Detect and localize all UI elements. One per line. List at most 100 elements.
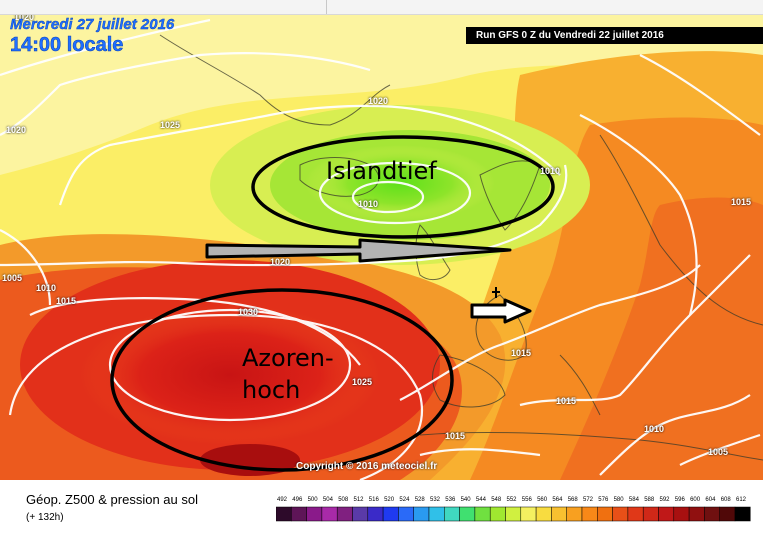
divider: [326, 0, 327, 14]
low-label: Islandtief: [326, 157, 437, 185]
isobar-label: 1010: [358, 199, 379, 209]
scale-swatch: [581, 506, 598, 522]
coast-norway: [479, 160, 541, 231]
scale-swatch: [291, 506, 307, 522]
isobar-label: 1005: [708, 447, 729, 457]
isobar-label: 1020: [368, 96, 389, 106]
scale-tick-label: 548: [491, 497, 502, 503]
forecast-time: 14:00 locale: [10, 34, 124, 57]
small-east-arrow: [470, 298, 532, 324]
scale-swatch: [535, 506, 552, 522]
isobar-north-1: [0, 18, 211, 77]
scale-swatch: [276, 506, 292, 522]
scale-tick-label: 588: [644, 497, 655, 503]
isobar-label: 1010: [644, 424, 665, 434]
isobar-label: 1015: [731, 197, 752, 207]
coast-iceland: [299, 157, 380, 197]
isobar-scandinavia: [579, 114, 698, 316]
scale-tick-label: 556: [522, 497, 533, 503]
scale-swatch: [566, 506, 583, 522]
scale-tick-label: 528: [415, 497, 426, 503]
scale-swatch: [627, 506, 644, 522]
scale-tick-label: 560: [537, 497, 548, 503]
legend-subtitle: (+ 132h): [26, 512, 64, 523]
scale-tick-label: 612: [736, 497, 747, 503]
scale-swatch: [704, 506, 720, 522]
scale-tick-label: 536: [445, 497, 456, 503]
isobar-1010-low: [351, 180, 425, 214]
legend-title: Géop. Z500 & pression au sol: [26, 492, 198, 507]
isobar-label: 1020: [14, 15, 35, 22]
scale-swatch: [597, 506, 613, 522]
scale-tick-label: 552: [507, 497, 518, 503]
isobar-1015-low: [318, 161, 472, 225]
scale-tick-label: 600: [690, 497, 701, 503]
isobar-northeast: [639, 54, 761, 136]
westerly-arrow: [205, 238, 512, 263]
scale-tick-label: 496: [292, 497, 303, 503]
scale-tick-label: 504: [323, 497, 334, 503]
scale-tick-label: 544: [476, 497, 487, 503]
copyright: Copyright © 2016 meteociel.fr: [296, 461, 438, 472]
isobar-label: 1015: [445, 431, 466, 441]
small-up-mark: [492, 287, 500, 298]
scale-swatch: [428, 506, 445, 522]
isobar-label: 1015: [56, 296, 77, 306]
scale-swatch: [336, 506, 353, 522]
field-pale-north: [0, 15, 763, 175]
scale-tick-label: 512: [354, 497, 365, 503]
coast-baltic: [599, 134, 763, 326]
isobar-label: 1015: [556, 396, 577, 406]
forecast-date: Mercredi 27 juillet 2016: [10, 16, 175, 33]
high-circle-annotation: [110, 288, 454, 472]
scale-tick-label: 524: [399, 497, 410, 503]
isobar-1015-east: [519, 254, 751, 407]
scale-swatch: [520, 506, 537, 522]
scale-swatch: [382, 506, 399, 522]
scale-tick-label: 516: [369, 497, 380, 503]
scale-swatch: [642, 506, 659, 522]
scale-swatch: [321, 506, 338, 522]
field-dark-red: [200, 444, 300, 476]
browser-top-strip: [0, 0, 777, 15]
isobar-1010-east: [599, 394, 751, 476]
high-label-line1: Azoren-: [242, 344, 334, 372]
scale-swatch: [688, 506, 705, 522]
scale-tick-label: 500: [308, 497, 319, 503]
pressure-map: 1020 1020 1025 1020 1010 1010 1015 1020 …: [0, 15, 763, 480]
isobar-label: 1025: [352, 377, 373, 387]
scale-swatch: [413, 506, 430, 522]
scale-swatch: [459, 506, 476, 522]
isobar-1020: [58, 104, 561, 206]
isobar-north-2: [0, 52, 371, 136]
low-circle-annotation: [251, 135, 555, 239]
coast-italy: [559, 354, 601, 416]
isobar-1005-left: [0, 229, 52, 306]
field-red-core: [80, 305, 380, 445]
scale-swatch: [505, 506, 522, 522]
scale-tick-label: 520: [384, 497, 395, 503]
coast-africa: [419, 432, 763, 461]
page-edge: [763, 0, 777, 480]
scale-swatch: [673, 506, 690, 522]
legend: Géop. Z500 & pression au sol (+ 132h) 49…: [0, 480, 777, 558]
map-svg: [0, 15, 763, 480]
scale-swatch: [612, 506, 629, 522]
scale-tick-label: 608: [721, 497, 732, 503]
scale-tick-label: 604: [705, 497, 716, 503]
isobar-1015-africa: [419, 448, 541, 457]
scale-swatch: [658, 506, 675, 522]
scale-swatch: [719, 506, 736, 522]
scale-tick-label: 564: [552, 497, 563, 503]
scale-tick-label: 540: [461, 497, 472, 503]
scale-tick-label: 592: [660, 497, 671, 503]
isobar-label: 1005: [2, 273, 23, 283]
scale-tick-label: 596: [675, 497, 686, 503]
scale-swatch: [489, 506, 506, 522]
isobar-label: 1020: [270, 257, 291, 267]
isobar-label: 1010: [36, 283, 57, 293]
isobar-1020-mid: [0, 164, 568, 267]
scale-swatch: [306, 506, 323, 522]
isobar-label: 1015: [511, 348, 532, 358]
scale-tick-label: 576: [598, 497, 609, 503]
